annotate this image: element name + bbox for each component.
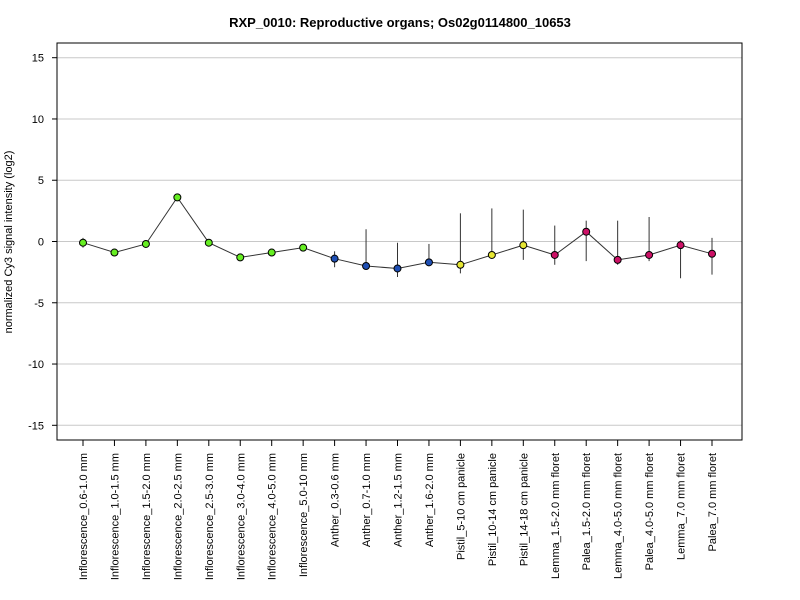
data-point [519,241,528,250]
x-tick-label: Inflorescence_2.0-2.5 mm [172,453,184,580]
x-tick-label: Pistil_5-10 cm panicle [455,453,467,560]
data-point [676,241,685,250]
y-tick-label: -10 [28,359,44,371]
x-tick-label: Anther_0.3-0.6 mm [330,453,342,547]
y-tick-label: -15 [28,420,44,432]
grid-layer [57,57,742,426]
x-tick-label: Inflorescence_2.5-3.0 mm [204,453,216,580]
x-tick-label: Anther_0.7-1.0 mm [361,453,373,547]
y-tick-label: 5 [38,175,44,187]
data-point [708,249,716,258]
x-tick-label: Inflorescence_0.6-1.0 mm [78,453,90,580]
data-point [267,248,276,257]
data-point [456,260,465,269]
y-tick-label: 10 [32,114,44,126]
y-tick-label: 15 [32,53,44,65]
data-point [550,250,559,259]
x-tick-label: Palea_1.5-2.0 mm floret [581,453,593,570]
data-point [487,250,496,259]
data-point [393,264,402,273]
chart-title: RXP_0010: Reproductive organs; Os02g0114… [229,15,571,30]
y-tick-label: -5 [34,298,44,310]
data-point [236,253,245,262]
data-point [299,243,308,252]
x-tick-label: Anther_1.6-2.0 mm [424,453,436,547]
x-tick-label: Inflorescence_5.0-10 mm [298,453,310,577]
x-tick-label: Palea_4.0-5.0 mm floret [644,453,656,570]
x-tick-label: Lemma_4.0-5.0 mm floret [613,453,625,579]
plot-frame [56,42,743,441]
data-point [330,254,339,263]
y-tick-label: 0 [38,237,44,249]
series-layer [79,193,716,279]
data-point [79,238,87,247]
data-point [645,250,654,259]
data-point [424,258,433,267]
x-tick-label: Pistil_14-18 cm panicle [518,453,530,566]
y-axis-label: normalized Cy3 signal intensity (log2) [3,151,15,334]
x-tick-label: Inflorescence_3.0-4.0 mm [235,453,247,580]
x-tick-label: Pistil_10-14 cm panicle [487,453,499,566]
data-point [204,238,213,247]
data-point [362,262,371,271]
data-point [582,227,591,236]
axis-layer: -15 -10 -5 0 5 10 15 [28,42,743,446]
data-point [613,255,622,264]
x-tick-label: Anther_1.2-1.5 mm [393,453,405,547]
x-tick-label: Lemma_7.0 mm floret [676,453,688,560]
x-tick-label: Inflorescence_1.0-1.5 mm [109,453,121,580]
data-point [141,239,150,248]
data-point [173,193,182,202]
x-tick-label: Inflorescence_1.5-2.0 mm [141,453,153,580]
data-point [110,248,119,257]
x-tick-label: Inflorescence_4.0-5.0 mm [267,453,279,580]
x-tick-label: Lemma_1.5-2.0 mm floret [550,453,562,579]
x-tick-labels: Inflorescence_0.6-1.0 mm Inflorescence_1.… [78,453,719,580]
x-tick-label: Palea_7.0 mm floret [707,453,719,551]
